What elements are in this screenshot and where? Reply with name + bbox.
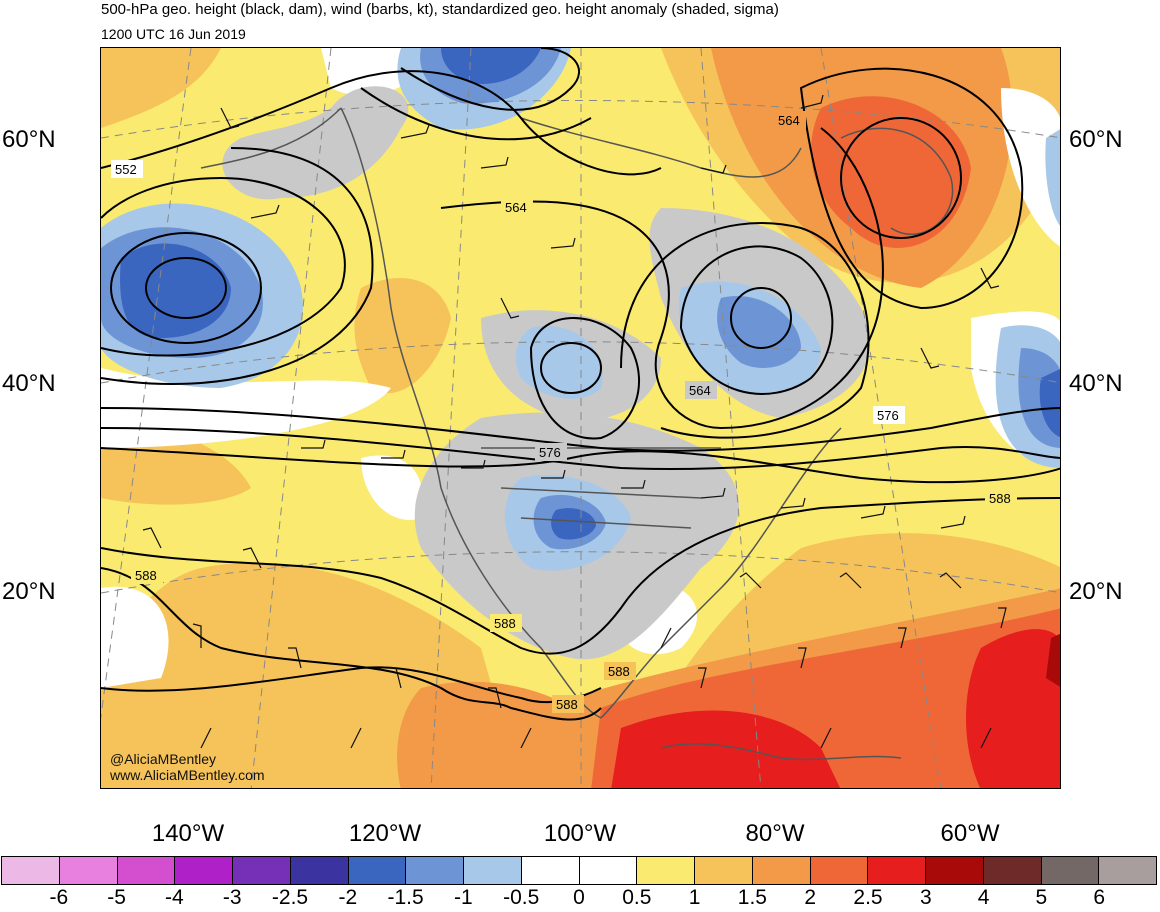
contour-label: 552 xyxy=(115,162,137,177)
credit-handle: @AliciaMBentley xyxy=(110,751,217,767)
colorbar-tick-label: 2.5 xyxy=(853,886,883,909)
contour-label: 564 xyxy=(778,113,800,128)
colorbar-tick-label: -2 xyxy=(338,886,358,909)
anomaly-neutral xyxy=(361,455,423,520)
lat-label-right: 60°N xyxy=(1069,126,1123,153)
lon-label: 60°W xyxy=(940,820,1000,847)
colorbar-swatch xyxy=(348,857,407,884)
colorbar-tick-label: 4 xyxy=(977,886,990,909)
colorbar-swatch xyxy=(290,857,349,884)
anomaly-positive-2-5 xyxy=(966,629,1060,788)
contour-label: 564 xyxy=(505,200,527,215)
colorbar-swatch xyxy=(464,857,522,884)
colorbar xyxy=(1,856,1157,885)
colorbar-tick-label: -4 xyxy=(165,886,184,909)
contour-label: 588 xyxy=(494,616,516,631)
anomaly-positive-3 xyxy=(1046,633,1060,687)
contour-label: 576 xyxy=(877,408,899,423)
colorbar-swatch xyxy=(117,857,176,884)
graticule xyxy=(101,48,1060,788)
wind-barbs xyxy=(142,94,1007,749)
colorbar-swatch xyxy=(406,857,464,884)
anomaly-negative-1 xyxy=(717,296,801,368)
colorbar-swatch xyxy=(637,857,695,884)
contour-label: 588 xyxy=(135,568,157,583)
colorbar-swatch xyxy=(1041,857,1100,884)
anomaly-positive-2-5 xyxy=(611,710,841,788)
contour-labels: 552 564 564 564 576 576 588 588 588 588 … xyxy=(111,111,1017,713)
weather-map: 552 564 564 564 576 576 588 588 588 588 … xyxy=(100,47,1061,789)
colorbar-swatch xyxy=(2,857,60,884)
colorbar-tick-label: 3 xyxy=(919,886,932,909)
anomaly-negative-1-5 xyxy=(441,48,541,84)
colorbar-swatch xyxy=(1099,857,1156,884)
colorbar-swatch xyxy=(983,857,1042,884)
lon-label: 100°W xyxy=(543,820,617,847)
anomaly-neutral xyxy=(1001,88,1060,247)
lon-label: 120°W xyxy=(348,820,422,847)
map-title: 500-hPa geo. height (black, dam), wind (… xyxy=(101,1,779,18)
colorbar-tick-label: -6 xyxy=(49,886,69,909)
colorbar-swatch xyxy=(59,857,118,884)
gray-shaded-region xyxy=(222,86,409,200)
colorbar-tick-label: -2.5 xyxy=(271,886,309,909)
colorbar-tick-label: 0.5 xyxy=(622,886,652,909)
colorbar-tick-label: -0.5 xyxy=(503,886,540,909)
colorbar-tick-label: 6 xyxy=(1093,886,1106,909)
contour-label: 588 xyxy=(989,491,1011,506)
colorbar-swatch xyxy=(233,857,291,884)
lat-label-right: 40°N xyxy=(1069,370,1123,397)
colorbar-tick-label: -5 xyxy=(107,886,126,909)
colorbar-swatch xyxy=(695,857,753,884)
lat-label-left: 60°N xyxy=(2,126,56,153)
colorbar-swatch xyxy=(868,857,926,884)
anomaly-neutral xyxy=(101,368,391,448)
contour-label: 576 xyxy=(539,445,561,460)
lat-label-left: 20°N xyxy=(2,578,56,605)
credit-website: www.AliciaMBentley.com xyxy=(110,767,265,783)
height-contours xyxy=(101,48,1060,721)
contour-label: 588 xyxy=(556,697,578,712)
colorbar-tick-label: 2 xyxy=(804,886,817,909)
colorbar-swatch xyxy=(926,857,984,884)
anomaly-neutral xyxy=(101,586,169,688)
colorbar-tick-label: -3 xyxy=(222,886,242,909)
colorbar-swatch xyxy=(752,857,811,884)
lat-label-right: 20°N xyxy=(1069,578,1123,605)
colorbar-tick-label: 0 xyxy=(573,886,585,909)
anomaly-positive-1 xyxy=(101,48,221,128)
colorbar-tick-label: -1 xyxy=(454,886,473,909)
colorbar-tick-label: -1.5 xyxy=(387,886,424,909)
colorbar-tick-label: 5 xyxy=(1035,886,1048,909)
contour-label: 564 xyxy=(689,383,711,398)
colorbar-tick-label: 1.5 xyxy=(737,886,767,909)
colorbar-swatch xyxy=(521,857,580,884)
anomaly-negative-1-5 xyxy=(551,508,596,540)
map-valid-time: 1200 UTC 16 Jun 2019 xyxy=(101,26,246,42)
lat-label-left: 40°N xyxy=(2,370,56,397)
colorbar-swatch xyxy=(579,857,638,884)
lon-label: 80°W xyxy=(745,820,805,847)
anomaly-negative-0-5 xyxy=(1045,129,1060,226)
colorbar-swatch xyxy=(175,857,233,884)
colorbar-tick-label: 1 xyxy=(688,886,701,909)
lon-label: 140°W xyxy=(151,820,225,847)
contour-label: 588 xyxy=(608,664,630,679)
anomaly-negative-1-5 xyxy=(1039,368,1060,438)
anomaly-positive-1 xyxy=(354,278,451,394)
colorbar-swatch xyxy=(810,857,869,884)
